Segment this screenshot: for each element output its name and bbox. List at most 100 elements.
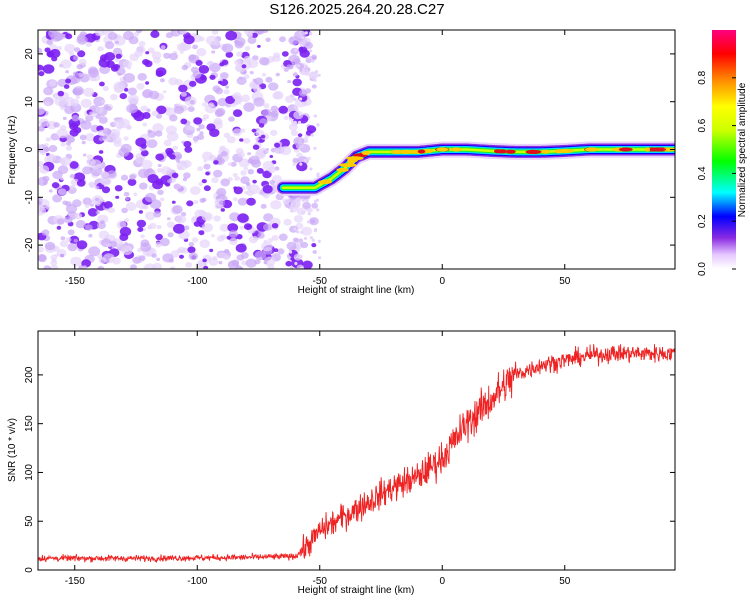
noise-blob xyxy=(230,161,237,167)
noise-blob xyxy=(78,58,87,66)
noise-blob xyxy=(234,40,244,49)
noise-blob xyxy=(311,84,317,89)
noise-blob xyxy=(38,71,45,77)
noise-blob xyxy=(73,239,79,243)
noise-blob xyxy=(309,31,313,36)
track-hotspot xyxy=(644,147,651,152)
noise-blob xyxy=(173,223,185,234)
noise-blob xyxy=(106,106,112,111)
noise-blob xyxy=(273,52,280,59)
y-tick-label: -10 xyxy=(24,190,35,205)
snr-series xyxy=(38,344,675,564)
x-tick-label: -150 xyxy=(65,276,85,287)
noise-blob xyxy=(217,97,228,107)
noise-blob xyxy=(88,233,93,238)
noise-blob xyxy=(145,211,156,221)
noise-blob xyxy=(100,171,110,179)
noise-blob xyxy=(147,225,153,230)
noise-blob xyxy=(125,197,130,201)
noise-blob xyxy=(265,149,269,153)
noise-blob xyxy=(241,260,248,266)
noise-blob xyxy=(314,70,319,74)
noise-blob xyxy=(224,248,230,254)
noise-blob xyxy=(123,73,135,83)
snr-panel: -150 -100 -50 0 50 0 50 100 150 200 Height of st… xyxy=(7,330,676,596)
x-tick-label: -100 xyxy=(187,576,207,587)
noise-blob xyxy=(286,64,293,70)
track-hotspot xyxy=(436,147,449,152)
noise-blob xyxy=(187,106,195,112)
noise-blob xyxy=(290,129,299,137)
noise-blob xyxy=(304,42,313,49)
noise-blob xyxy=(213,160,219,165)
noise-blob xyxy=(168,258,174,263)
noise-blob xyxy=(294,197,302,203)
noise-blob xyxy=(52,194,62,203)
noise-blob xyxy=(171,172,179,179)
y-tick-label: 10 xyxy=(24,96,35,108)
noise-blob xyxy=(89,203,94,207)
noise-blob xyxy=(98,230,110,240)
noise-blob xyxy=(246,197,256,206)
noise-blob xyxy=(38,106,46,115)
noise-blob xyxy=(265,37,271,43)
noise-blob xyxy=(102,135,111,142)
noise-blob xyxy=(213,169,223,178)
noise-blob xyxy=(65,70,69,74)
noise-blob xyxy=(199,239,210,249)
noise-blob xyxy=(263,103,270,109)
noise-blob xyxy=(281,51,289,57)
spectrogram-y-ticks: -20 -10 0 10 20 xyxy=(24,48,675,252)
noise-blob xyxy=(240,176,250,185)
noise-blob xyxy=(302,260,313,269)
track-hotspot xyxy=(584,147,600,152)
noise-blob xyxy=(56,218,65,225)
noise-blob xyxy=(140,143,147,149)
noise-blob xyxy=(221,59,229,66)
noise-blob xyxy=(269,155,274,158)
noise-blob xyxy=(88,181,95,188)
noise-blob xyxy=(210,234,215,238)
noise-blob xyxy=(314,228,318,232)
noise-blob xyxy=(72,71,79,77)
noise-blob xyxy=(235,243,247,253)
noise-blob xyxy=(129,174,136,180)
noise-blob xyxy=(270,129,278,136)
noise-blob xyxy=(253,85,262,93)
noise-blob xyxy=(142,112,151,119)
noise-blob xyxy=(247,169,254,175)
noise-blob xyxy=(251,128,257,133)
noise-blob xyxy=(57,188,67,196)
noise-blob xyxy=(232,172,238,178)
noise-blob xyxy=(299,89,308,97)
y-tick-label: 100 xyxy=(24,464,35,481)
noise-blob xyxy=(192,136,200,142)
noise-blob xyxy=(267,238,273,243)
track-hotspot xyxy=(525,149,542,154)
noise-blob xyxy=(157,189,164,195)
track-hotspot xyxy=(361,150,371,155)
noise-blob xyxy=(95,197,100,202)
noise-blob xyxy=(293,227,297,231)
noise-blob xyxy=(293,97,297,101)
noise-blob xyxy=(293,253,302,261)
noise-blob xyxy=(56,128,68,139)
noise-blob xyxy=(218,80,222,85)
figure-title: S126.2025.264.20.28.C27 xyxy=(269,1,445,18)
noise-blob xyxy=(298,238,304,243)
noise-blob xyxy=(237,197,248,206)
colorbar-gradient xyxy=(712,30,736,269)
noise-blob xyxy=(184,146,193,153)
noise-blob xyxy=(214,198,224,207)
noise-blob xyxy=(290,209,294,213)
noise-blob xyxy=(303,158,308,162)
noise-blob xyxy=(57,78,68,87)
noise-blob xyxy=(209,62,221,73)
x-tick-label: 50 xyxy=(559,576,571,587)
noise-blob xyxy=(84,204,90,208)
snr-line xyxy=(38,344,675,564)
noise-blob xyxy=(98,257,107,264)
noise-blob xyxy=(107,32,118,40)
noise-blob xyxy=(237,213,249,223)
noise-blob xyxy=(279,138,291,148)
